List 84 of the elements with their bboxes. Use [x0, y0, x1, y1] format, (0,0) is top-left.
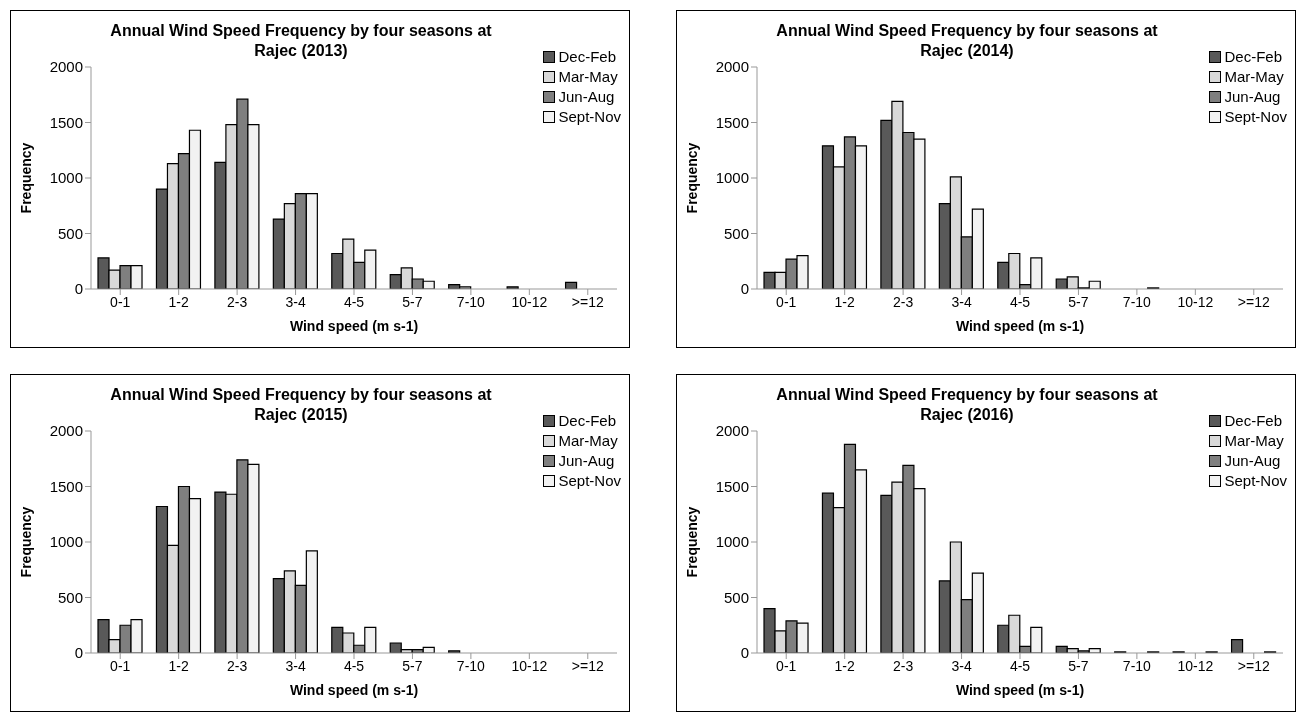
x-tick-label: 10-12	[511, 293, 548, 310]
y-tick-label: 2000	[715, 422, 749, 440]
x-tick-label: 7-10	[1122, 657, 1152, 674]
y-tick-label: 0	[74, 280, 83, 298]
x-tick-label: 0-1	[110, 657, 131, 674]
chart-title: Annual Wind Speed Frequency by four seasons at Rajec (2015)	[109, 385, 493, 425]
y-tick-label: 0	[740, 280, 749, 298]
x-tick-label: 2-3	[226, 657, 248, 674]
legend-label: Dec-Feb	[558, 47, 616, 67]
x-tick-label: 2-3	[892, 293, 914, 310]
legend-label: Mar-May	[558, 431, 618, 451]
legend-label: Dec-Feb	[558, 411, 616, 431]
y-tick-label: 500	[723, 588, 749, 606]
y-axis-title: Frequency	[17, 142, 34, 214]
legend-label: Jun-Aug	[1224, 87, 1281, 107]
y-tick-label: 1500	[49, 113, 83, 131]
y-tick-label: 2000	[49, 422, 83, 440]
x-tick-label: 3-4	[285, 293, 306, 310]
x-tick-label: 4-5	[1009, 657, 1031, 674]
y-tick-label: 500	[723, 224, 749, 242]
y-tick-label: 1500	[715, 113, 749, 131]
legend-label: Jun-Aug	[558, 87, 615, 107]
legend-label: Jun-Aug	[558, 451, 615, 471]
legend-label: Mar-May	[1224, 67, 1284, 87]
y-tick-label: 1000	[715, 169, 749, 187]
x-axis-title: Wind speed (m s-1)	[289, 318, 419, 334]
y-axis-title: Frequency	[683, 142, 700, 214]
x-tick-label: 4-5	[1009, 293, 1031, 310]
legend-label: Mar-May	[558, 67, 618, 87]
legend-label: Sept-Nov	[558, 471, 621, 491]
x-tick-label: 5-7	[1068, 657, 1089, 674]
y-axis-title: Frequency	[17, 506, 34, 578]
chart-title: Annual Wind Speed Frequency by four seasons at Rajec (2013)	[109, 21, 493, 61]
x-tick-label: >=12	[1237, 293, 1270, 310]
x-tick-label: 1-2	[834, 293, 855, 310]
legend-label: Mar-May	[1224, 431, 1284, 451]
x-axis-title: Wind speed (m s-1)	[955, 318, 1085, 334]
x-tick-label: 2-3	[892, 657, 914, 674]
x-tick-label: 1-2	[168, 657, 189, 674]
y-axis-title: Frequency	[683, 506, 700, 578]
x-axis-title: Wind speed (m s-1)	[289, 682, 419, 698]
x-tick-label: >=12	[1237, 657, 1270, 674]
y-tick-label: 1000	[49, 169, 83, 187]
chart-title: Annual Wind Speed Frequency by four seasons at Rajec (2016)	[775, 385, 1159, 425]
x-tick-label: 0-1	[776, 657, 797, 674]
legend-label: Sept-Nov	[1224, 107, 1287, 127]
y-tick-label: 2000	[715, 58, 749, 76]
x-tick-label: >=12	[571, 293, 604, 310]
y-tick-label: 1000	[49, 533, 83, 551]
x-tick-label: 7-10	[1122, 293, 1152, 310]
chart-title: Annual Wind Speed Frequency by four seasons at Rajec (2014)	[775, 21, 1159, 61]
y-tick-label: 1500	[49, 477, 83, 495]
x-tick-label: 3-4	[951, 657, 972, 674]
y-tick-label: 1000	[715, 533, 749, 551]
legend-label: Sept-Nov	[1224, 471, 1287, 491]
x-tick-label: 7-10	[456, 657, 486, 674]
y-tick-label: 1500	[715, 477, 749, 495]
y-tick-label: 500	[57, 224, 83, 242]
y-tick-label: 500	[57, 588, 83, 606]
x-tick-label: 5-7	[402, 293, 423, 310]
y-tick-label: 2000	[49, 58, 83, 76]
x-tick-label: 10-12	[511, 657, 548, 674]
x-tick-label: 4-5	[343, 657, 365, 674]
y-tick-label: 0	[74, 644, 83, 662]
legend-label: Jun-Aug	[1224, 451, 1281, 471]
legend-label: Dec-Feb	[1224, 47, 1282, 67]
x-tick-label: >=12	[571, 657, 604, 674]
x-tick-label: 0-1	[776, 293, 797, 310]
x-tick-label: 7-10	[456, 293, 486, 310]
legend-label: Dec-Feb	[1224, 411, 1282, 431]
x-tick-label: 5-7	[1068, 293, 1089, 310]
x-tick-label: 1-2	[834, 657, 855, 674]
x-tick-label: 3-4	[285, 657, 306, 674]
x-tick-label: 10-12	[1177, 657, 1214, 674]
x-tick-label: 10-12	[1177, 293, 1214, 310]
x-tick-label: 5-7	[402, 657, 423, 674]
x-tick-label: 3-4	[951, 293, 972, 310]
legend-label: Sept-Nov	[558, 107, 621, 127]
x-tick-label: 0-1	[110, 293, 131, 310]
y-tick-label: 0	[740, 644, 749, 662]
x-axis-title: Wind speed (m s-1)	[955, 682, 1085, 698]
x-tick-label: 2-3	[226, 293, 248, 310]
x-tick-label: 1-2	[168, 293, 189, 310]
x-tick-label: 4-5	[343, 293, 365, 310]
